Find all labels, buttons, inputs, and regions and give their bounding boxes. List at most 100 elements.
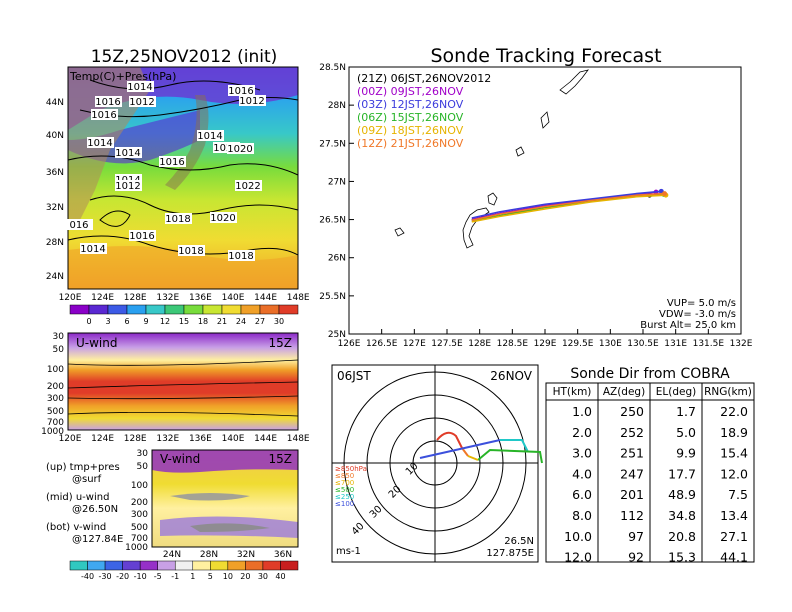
table-cell: 17.7	[668, 466, 696, 481]
track-lon-tick: 129.5E	[562, 339, 594, 349]
isobar-label-bg	[115, 174, 142, 185]
map-lon-tick: 124E	[91, 293, 114, 303]
colorbar-swatch	[280, 560, 299, 571]
table-cell: 15.3	[668, 550, 696, 565]
polar-legend-entry: ≤500	[335, 486, 354, 494]
uwind-lon-tick: 124E	[91, 434, 114, 444]
colorbar-swatch	[202, 304, 223, 315]
colorbar-tick: 0	[86, 317, 91, 326]
table-cell: 8.0	[572, 508, 592, 523]
vwind-lat-tick: 28N	[200, 550, 218, 560]
track-param: Burst Alt= 25.0 km	[640, 320, 736, 331]
map-lat-ticks: 44N 40N 36N 32N 28N 24N	[46, 98, 64, 282]
isobar-label-bg	[91, 109, 118, 120]
uwind-time: 15Z	[269, 336, 293, 350]
map-lat-tick: 44N	[46, 98, 64, 108]
track-lon-tick: 131.5E	[693, 339, 725, 349]
map-lon-tick: 132E	[156, 293, 179, 303]
map-lat-tick: 32N	[46, 203, 64, 213]
uwind-lon-ticks: 120E 124E 128E 132E 136E 140E 144E 148E	[59, 434, 310, 444]
table-cell: 20.8	[668, 529, 696, 544]
colorbar-tick: -40	[81, 572, 94, 581]
colorbar-swatch	[88, 304, 109, 315]
isobar-label: 1014	[80, 244, 105, 255]
isobar-label-bg	[228, 250, 255, 261]
vwind-pres-tick: 50	[137, 462, 149, 472]
track-lat-ticks: 28.5N 28N 27.5N 27N 26.5N 26N 25.5N 25N	[319, 63, 354, 340]
isobar-label: 1014	[115, 148, 140, 159]
colorbar-tick: 18	[198, 317, 208, 326]
colorbar-swatch	[227, 560, 246, 571]
isobar-label-bg	[87, 137, 114, 148]
track-lat-tick: 26N	[328, 254, 346, 264]
track-series-line	[471, 194, 666, 223]
legend-note-sub: @surf	[72, 474, 102, 485]
colorbar-swatch	[104, 560, 123, 571]
uwind-lon-tick: 136E	[189, 434, 212, 444]
track-legend-entry: (00Z) 09JST,26NOV	[357, 85, 464, 98]
isobar-label-bg	[115, 147, 142, 158]
isobar-label-bg	[210, 212, 237, 223]
uwind-lon-tick: 120E	[59, 434, 82, 444]
table-cell: 44.1	[720, 550, 748, 565]
colorbar-tick: 27	[255, 317, 265, 326]
left-title: 15Z,25NOV2012 (init)	[91, 47, 278, 67]
table-cell: 34.8	[668, 508, 696, 523]
isobar-label: 1014	[87, 138, 112, 149]
polar-date-label: 26NOV	[490, 369, 532, 383]
colorbar-swatch	[245, 560, 264, 571]
uwind-pres-tick: 30	[53, 332, 65, 342]
track-series	[471, 188, 669, 223]
isobar-label-bg	[80, 243, 107, 254]
colorbar-tick: 12	[160, 317, 170, 326]
table-cell: 13.4	[720, 508, 748, 523]
isobar-label-bg	[115, 180, 142, 191]
track-lon-ticks: 126E 126.5E 127E 127.5E 128E 128.5E 129E 129.5E…	[338, 329, 753, 349]
track-lat-tick: 27N	[328, 177, 346, 187]
table-cell: 201	[620, 487, 644, 502]
table-cell: 9.9	[676, 446, 696, 461]
table-cell: 2.0	[572, 425, 592, 440]
track-lon-tick: 131E	[664, 339, 687, 349]
track-legend-entry: (21Z) 06JST,26NOV2012	[357, 72, 491, 85]
track-lat-tick: 28.5N	[319, 63, 346, 73]
track-param: VUP= 5.0 m/s	[667, 298, 736, 309]
polar-legend-entry: ≤100	[335, 500, 354, 508]
table-cell: 10.0	[564, 529, 592, 544]
polar-lon: 127.875E	[486, 548, 534, 559]
track-lon-tick: 126.5E	[366, 339, 398, 349]
track-lat-tick: 26.5N	[319, 216, 346, 226]
colorbar-tick: -5	[154, 572, 162, 581]
vwind-lat-tick: 36N	[274, 550, 292, 560]
right-title: Sonde Tracking Forecast	[430, 45, 661, 67]
polar-pressure-legend: ≥850hPa≤850≤700≤500≤250≤100	[335, 465, 367, 508]
isobar-label-bg	[197, 130, 224, 141]
track-legend-entry: (12Z) 21JST,26NOV	[357, 137, 464, 150]
isobar-label-bg	[129, 230, 156, 241]
colorbar-swatch	[183, 304, 204, 315]
table-cell: 97	[628, 529, 644, 544]
colorbar-swatch	[139, 560, 158, 571]
table-cell: 250	[620, 404, 644, 419]
isobar-label: 1016	[228, 86, 253, 97]
legend-note-sub: @127.84E	[72, 534, 123, 545]
polar-legend-entry: ≤250	[335, 493, 354, 501]
track-lat-tick: 25.5N	[319, 292, 346, 302]
isobar-label: 1018	[228, 251, 253, 262]
colorbar-swatch	[69, 304, 90, 315]
track-series-line	[471, 192, 665, 222]
isobar-label: 1018	[165, 214, 190, 225]
table-header: RNG(km)	[704, 386, 752, 398]
temperature-colorbar: 0 3 6 9 12 15 18 21 24 27 30	[69, 304, 299, 326]
table-cell: 22.0	[720, 404, 748, 419]
uwind-label: U-wind	[76, 336, 117, 350]
isobar-label: 1014	[197, 131, 222, 142]
table-cell: 27.1	[720, 529, 748, 544]
map-lon-tick: 144E	[254, 293, 277, 303]
colorbar-swatch	[69, 560, 88, 571]
polar-unit: ms-1	[336, 546, 361, 557]
vwind-pres-tick: 1000	[125, 543, 148, 553]
